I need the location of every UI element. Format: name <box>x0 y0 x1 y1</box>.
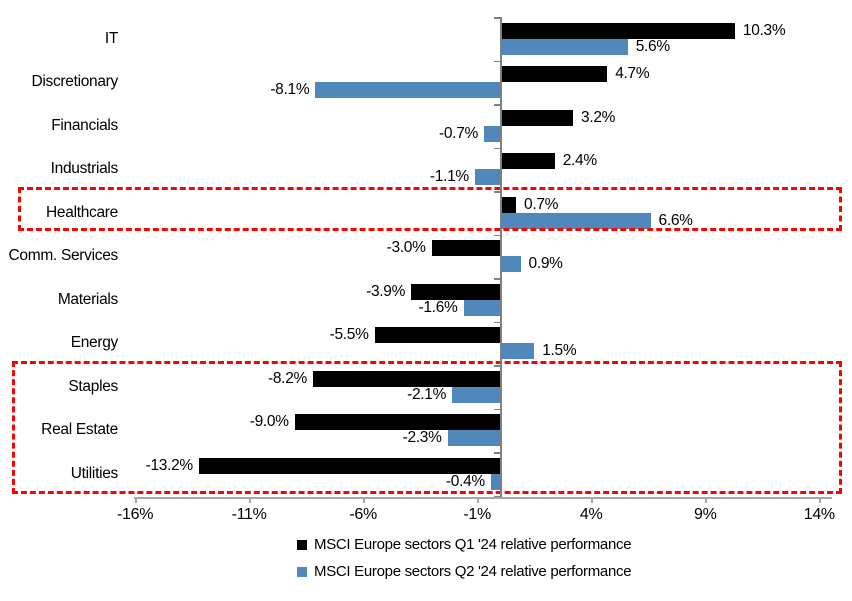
value-label-q2-staples: -2.1% <box>407 385 447 403</box>
value-label-q1-staples: -8.2% <box>268 369 307 387</box>
value-axis-tick--11 <box>249 497 251 503</box>
category-axis-tick <box>493 104 501 106</box>
value-axis-line <box>134 497 832 499</box>
value-label-q1-it: 10.3% <box>742 21 786 39</box>
category-label-healthcare: Healthcare <box>46 203 118 221</box>
value-axis-label-9: 9% <box>694 506 717 523</box>
value-label-q1-industrials: 2.4% <box>562 152 597 169</box>
value-label-q2-discretionary: -8.1% <box>270 81 310 98</box>
category-label-discretionary: Discretionary <box>31 73 118 91</box>
bar-q2-it <box>500 38 628 55</box>
value-axis-label-14: 14% <box>803 506 835 523</box>
bar-q2-utilities <box>490 473 500 490</box>
bar-q2-healthcare <box>500 212 651 229</box>
legend-item-q2: MSCI Europe sectors Q2 '24 relative perf… <box>297 563 632 580</box>
defensives-highlight <box>12 361 842 494</box>
category-axis-tick <box>493 321 501 323</box>
value-axis-tick--16 <box>135 497 137 503</box>
healthcare-highlight <box>18 187 842 231</box>
category-axis-tick <box>493 17 501 19</box>
bar-q2-staples <box>452 386 500 403</box>
category-axis-tick <box>493 60 501 62</box>
value-axis-tick-14 <box>819 497 821 503</box>
value-label-q2-it: 5.6% <box>635 37 670 55</box>
value-axis-label--16: -16% <box>117 506 154 523</box>
category-label-industrials: Industrials <box>50 160 119 178</box>
value-label-q2-real-estate: -2.3% <box>402 429 442 446</box>
legend-swatch-q1-icon <box>297 539 307 550</box>
value-label-q2-industrials: -1.1% <box>429 168 469 185</box>
bar-q1-industrials <box>500 153 555 169</box>
value-label-q1-materials: -3.9% <box>366 282 406 300</box>
value-axis-label--6: -6% <box>349 506 377 523</box>
value-label-q1-discretionary: 4.7% <box>615 65 650 82</box>
value-label-q1-real-estate: -9.0% <box>249 413 289 430</box>
category-axis-tick <box>493 191 501 193</box>
category-label-materials: Materials <box>57 290 118 308</box>
legend-label-q2: MSCI Europe sectors Q2 '24 relative perf… <box>314 563 632 580</box>
bar-q1-it <box>500 22 735 39</box>
value-axis-label--1: -1% <box>463 506 491 523</box>
bar-q2-materials <box>463 299 500 316</box>
category-label-energy: Energy <box>70 334 119 352</box>
value-label-q2-energy: 1.5% <box>542 342 577 359</box>
category-axis-tick <box>493 408 501 410</box>
bar-q2-energy <box>500 343 535 359</box>
bar-q1-financials <box>500 109 573 126</box>
value-axis-label-4: 4% <box>579 506 603 523</box>
category-axis-tick <box>493 147 501 149</box>
value-axis-tick--1 <box>477 497 479 503</box>
bar-q1-energy <box>374 327 500 343</box>
bar-q1-discretionary <box>500 66 608 82</box>
category-axis-line <box>500 17 502 497</box>
category-axis-tick <box>493 365 501 367</box>
value-axis-tick-9 <box>705 497 707 503</box>
legend-label-q1: MSCI Europe sectors Q1 '24 relative perf… <box>314 536 632 553</box>
value-label-q2-healthcare: 6.6% <box>658 211 693 229</box>
value-axis-tick--6 <box>363 497 365 503</box>
bar-q2-real-estate <box>447 430 501 446</box>
category-label-utilities: Utilities <box>70 464 119 482</box>
value-label-q2-comm-services: 0.9% <box>528 255 563 272</box>
value-label-q2-financials: -0.7% <box>439 124 478 142</box>
category-axis-tick <box>493 278 501 280</box>
category-label-real-estate: Real Estate <box>41 421 118 439</box>
bar-q1-materials <box>411 283 500 300</box>
value-axis-label--11: -11% <box>231 506 267 523</box>
legend-swatch-q2-icon <box>297 566 307 577</box>
bar-q2-discretionary <box>315 82 500 98</box>
category-axis-tick <box>493 234 501 236</box>
category-axis-tick <box>493 495 501 497</box>
category-label-staples: Staples <box>68 377 118 395</box>
bar-q1-utilities <box>198 457 500 474</box>
legend-item-q1: MSCI Europe sectors Q1 '24 relative perf… <box>297 536 632 553</box>
category-axis-tick <box>493 452 501 454</box>
value-label-q2-utilities: -0.4% <box>445 472 485 490</box>
value-label-q1-financials: 3.2% <box>581 108 616 126</box>
value-axis-tick-4 <box>591 497 593 503</box>
bar-q2-financials <box>484 125 500 142</box>
bar-q1-real-estate <box>294 414 500 430</box>
value-label-q1-energy: -5.5% <box>329 326 369 343</box>
value-label-q1-comm-services: -3.0% <box>386 239 426 256</box>
category-label-financials: Financials <box>51 116 118 134</box>
value-label-q1-utilities: -13.2% <box>145 456 194 474</box>
category-label-it: IT <box>104 29 118 47</box>
bar-q2-comm-services <box>500 256 521 272</box>
category-label-comm-services: Comm. Services <box>8 247 119 265</box>
bar-q1-comm-services <box>431 240 500 256</box>
bar-q2-industrials <box>474 169 500 185</box>
value-label-q2-materials: -1.6% <box>418 298 458 316</box>
value-label-q1-healthcare: 0.7% <box>524 195 559 213</box>
bar-q1-healthcare <box>500 196 516 213</box>
legend: MSCI Europe sectors Q1 '24 relative perf… <box>297 536 632 580</box>
bar-q1-staples <box>313 370 500 387</box>
